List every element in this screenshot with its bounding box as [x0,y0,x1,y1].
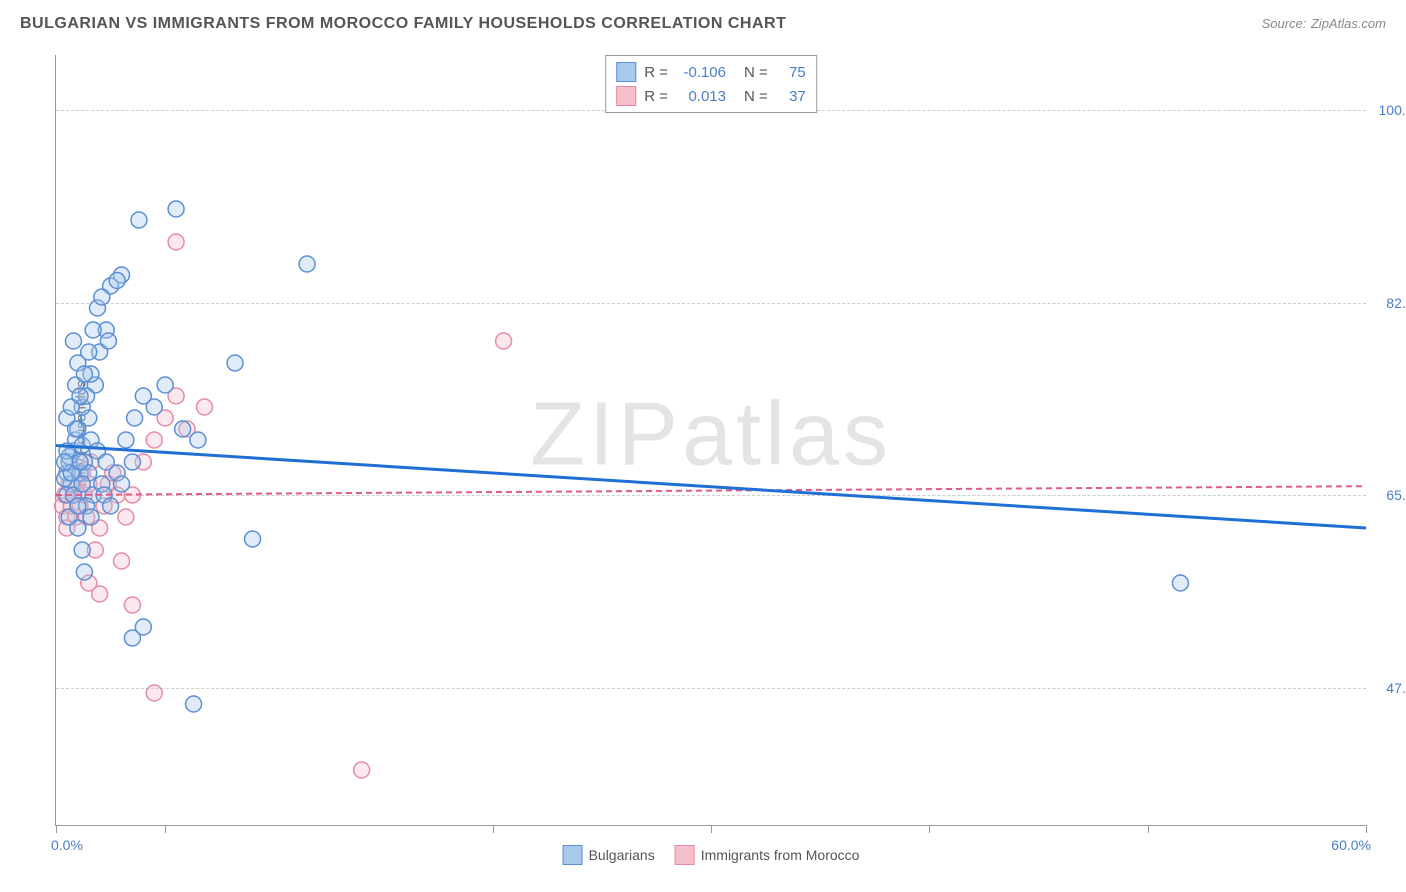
legend-row: R = -0.106 N = 75 [616,60,806,84]
y-tick-label: 47.5% [1371,680,1406,696]
legend-item-morocco: Immigrants from Morocco [675,845,860,865]
x-axis-max-label: 60.0% [1331,837,1371,853]
scatter-point [168,234,184,250]
scatter-point [354,762,370,778]
scatter-point [131,212,147,228]
scatter-point [227,355,243,371]
x-tick [929,825,930,833]
scatter-point [118,432,134,448]
scatter-point [57,454,73,470]
series-swatch-bulgarians [563,845,583,865]
scatter-point [124,597,140,613]
plot-area: Family Households 47.5%65.0%82.5%100.0% … [55,55,1366,826]
scatter-point [186,696,202,712]
scatter-point [114,476,130,492]
series-name-morocco: Immigrants from Morocco [701,847,860,863]
scatter-point [190,432,206,448]
scatter-point [146,399,162,415]
scatter-point [135,619,151,635]
scatter-plot-svg [56,55,1366,825]
scatter-point [109,273,125,289]
source-name: ZipAtlas.com [1311,16,1386,31]
scatter-point [94,289,110,305]
x-tick [56,825,57,833]
scatter-point [92,586,108,602]
scatter-point [65,333,81,349]
scatter-point [83,509,99,525]
x-axis-min-label: 0.0% [51,837,83,853]
series-legend: Bulgarians Immigrants from Morocco [563,845,860,865]
n-label: N = [744,88,768,105]
scatter-point [72,388,88,404]
scatter-point [1172,575,1188,591]
scatter-point [118,509,134,525]
n-label: N = [744,64,768,81]
r-label: R = [644,88,668,105]
scatter-point [146,432,162,448]
scatter-point [114,553,130,569]
scatter-point [70,498,86,514]
scatter-point [496,333,512,349]
legend-row: R = 0.013 N = 37 [616,84,806,108]
scatter-point [124,454,140,470]
x-tick [493,825,494,833]
r-value-bulgarians: -0.106 [676,64,726,81]
scatter-point [157,377,173,393]
legend-item-bulgarians: Bulgarians [563,845,655,865]
scatter-point [175,421,191,437]
scatter-point [196,399,212,415]
y-tick-label: 100.0% [1371,102,1406,118]
y-tick-label: 65.0% [1371,487,1406,503]
correlation-legend: R = -0.106 N = 75 R = 0.013 N = 37 [605,55,817,113]
scatter-point [127,410,143,426]
n-value-bulgarians: 75 [776,64,806,81]
scatter-point [85,322,101,338]
x-tick [1366,825,1367,833]
scatter-point [76,366,92,382]
scatter-point [81,344,97,360]
r-label: R = [644,64,668,81]
source-attribution: Source: ZipAtlas.com [1262,15,1386,33]
scatter-point [76,564,92,580]
scatter-point [100,333,116,349]
series-swatch-morocco [675,845,695,865]
source-label: Source: [1262,16,1307,31]
scatter-point [74,542,90,558]
x-tick [711,825,712,833]
scatter-point [245,531,261,547]
scatter-point [299,256,315,272]
r-value-morocco: 0.013 [676,88,726,105]
series-name-bulgarians: Bulgarians [589,847,655,863]
chart-title: BULGARIAN VS IMMIGRANTS FROM MOROCCO FAM… [20,15,786,33]
n-value-morocco: 37 [776,88,806,105]
scatter-point [146,685,162,701]
scatter-point [103,498,119,514]
scatter-point [168,201,184,217]
y-tick-label: 82.5% [1371,295,1406,311]
x-tick [165,825,166,833]
scatter-point [72,454,88,470]
x-tick [1148,825,1149,833]
series-swatch-bulgarians [616,62,636,82]
series-swatch-morocco [616,86,636,106]
